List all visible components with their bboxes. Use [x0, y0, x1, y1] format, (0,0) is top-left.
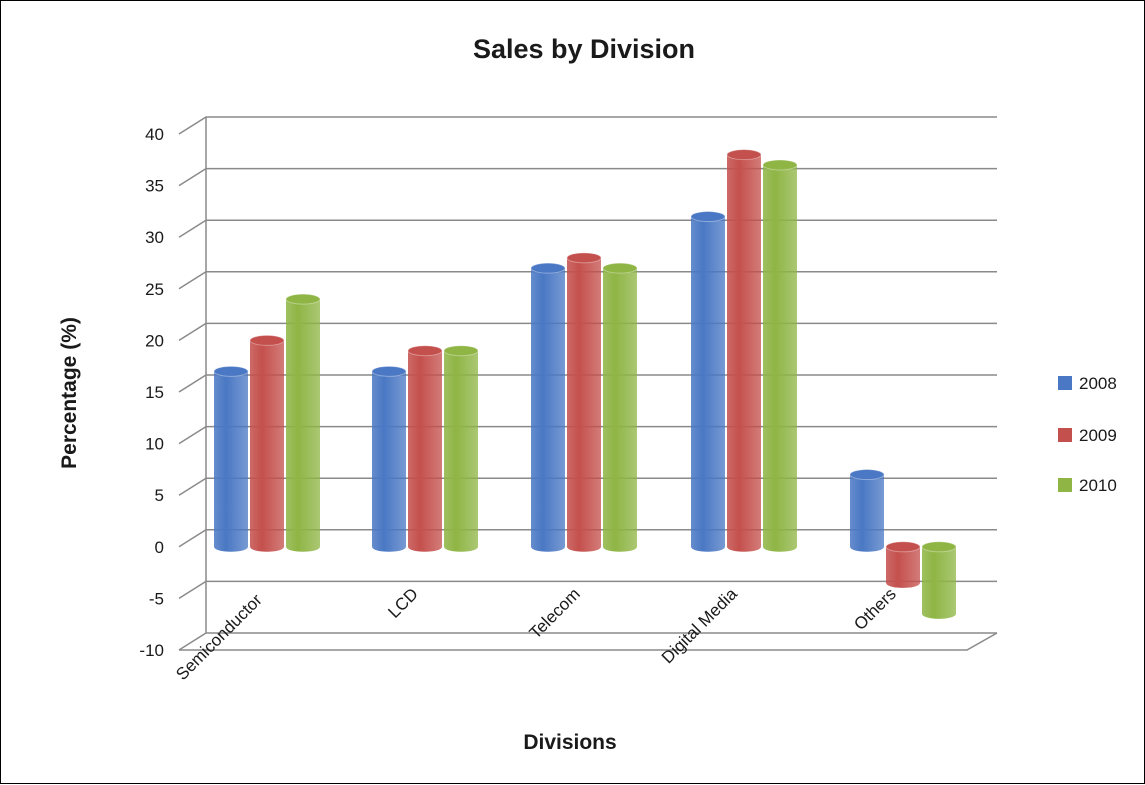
y-tick-label: 0 [155, 538, 164, 557]
category-labels: Semiconductor LCD Telecom Digital Media Othe… [172, 584, 900, 684]
x-category-label: Others [850, 584, 900, 634]
y-tick-label: -5 [149, 589, 164, 608]
x-category-label: LCD [384, 584, 421, 621]
y-tick-label: 5 [155, 486, 164, 505]
chart-title: Sales by Division [473, 34, 695, 64]
legend-swatch [1058, 428, 1072, 442]
bar [443, 345, 479, 552]
x-category-label: Digital Media [658, 584, 741, 667]
x-category-label: Telecom [526, 584, 584, 642]
bar [885, 541, 921, 588]
legend-label: 2008 [1079, 374, 1117, 393]
y-tick-label: -10 [139, 641, 164, 660]
gridline [178, 116, 997, 135]
bar [566, 252, 602, 552]
legend-swatch [1058, 376, 1072, 390]
y-tick-label: 30 [145, 228, 164, 247]
bar [249, 334, 285, 552]
bar [762, 159, 798, 552]
bars [213, 149, 957, 619]
y-axis-label: Percentage (%) [58, 317, 81, 469]
y-tick-label: 25 [145, 280, 164, 299]
bar [530, 262, 566, 552]
bar [213, 365, 249, 552]
legend-label: 2009 [1079, 426, 1117, 445]
gridline [178, 167, 997, 187]
bar [285, 293, 321, 552]
y-tick-label: 20 [145, 331, 164, 350]
legend: 2008 2009 2010 [1058, 374, 1117, 495]
y-tick-label: 15 [145, 383, 164, 402]
y-tick-label: 35 [145, 177, 164, 196]
legend-label: 2010 [1079, 476, 1117, 495]
y-tick-label: 10 [145, 435, 164, 454]
floor-edge [179, 632, 998, 651]
bar [602, 262, 638, 552]
bar [849, 469, 885, 552]
legend-swatch [1058, 478, 1072, 492]
y-tick-labels: -10 -5 0 5 10 15 20 25 30 35 40 [139, 125, 164, 660]
x-category-label: Semiconductor [172, 590, 266, 684]
bar [371, 365, 407, 552]
bar [726, 149, 762, 552]
bar [921, 541, 957, 619]
gridline [178, 632, 997, 651]
y-tick-label: 40 [145, 125, 164, 144]
gridline [178, 219, 997, 238]
bar [690, 211, 726, 552]
x-axis-label: Divisions [523, 731, 616, 754]
bar [407, 345, 443, 552]
